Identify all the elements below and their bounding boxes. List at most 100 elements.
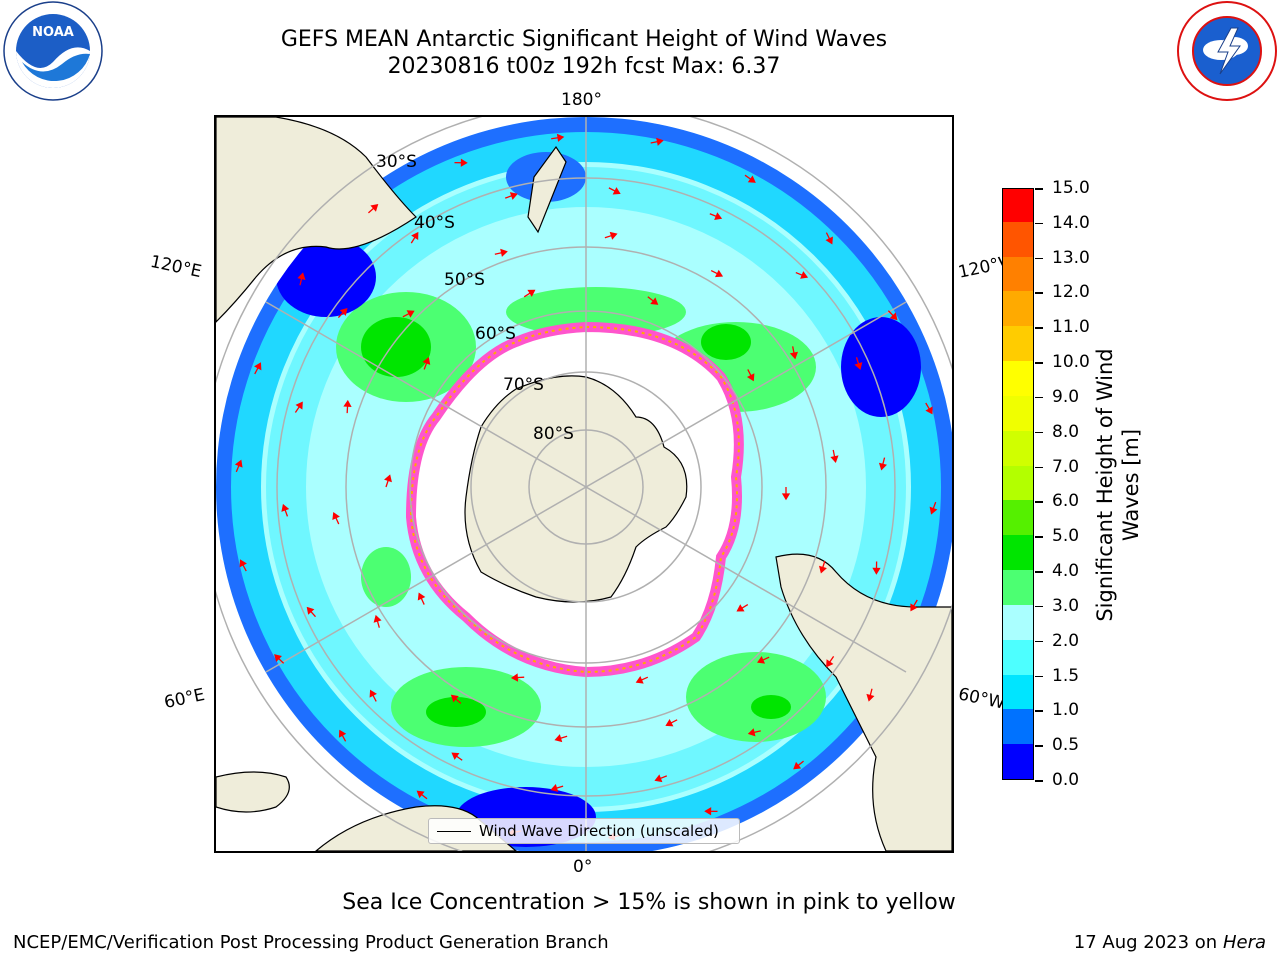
wave-direction-arrowhead — [854, 362, 863, 370]
wave-direction-arrowhead — [612, 187, 621, 195]
wave-direction-arrowhead — [757, 656, 766, 664]
lat-label-40s: 40°S — [414, 213, 455, 233]
wave-direction-arrowhead — [422, 356, 431, 365]
wave-direction-arrowhead — [789, 351, 798, 360]
colorbar-tick-label: 13.0 — [1052, 247, 1090, 268]
colorbar-segment — [1003, 360, 1033, 396]
wave-direction-arrowhead — [872, 567, 881, 575]
colorbar-tick-label: 9.0 — [1052, 386, 1080, 407]
wave-direction-arrowhead — [825, 236, 833, 245]
wave-direction-arrowhead — [373, 614, 382, 623]
wave-direction-arrowhead — [609, 231, 618, 240]
footer-date-text: 17 Aug 2023 on — [1073, 932, 1218, 953]
lon-label-180: 180° — [561, 90, 602, 110]
colorbar-segment — [1003, 395, 1033, 431]
colorbar-tick-label: 14.0 — [1052, 212, 1090, 233]
wave-direction-arrowhead — [736, 604, 745, 612]
colorbar-tick — [1035, 605, 1043, 608]
colorbar-tick-label: 12.0 — [1052, 282, 1090, 303]
colorbar-tick-label: 7.0 — [1052, 456, 1080, 477]
colorbar-segment — [1003, 430, 1033, 466]
colorbar-segment — [1003, 569, 1033, 605]
wave-direction-arrowhead — [370, 203, 379, 212]
wave-direction-arrowhead — [889, 312, 898, 321]
colorbar-segment — [1003, 604, 1033, 640]
footer-producer: NCEP/EMC/Verification Post Processing Pr… — [13, 932, 609, 953]
colorbar-segment — [1003, 499, 1033, 536]
colorbar-segment — [1003, 325, 1033, 362]
wave-direction-arrowhead — [714, 269, 724, 278]
wave-direction-arrowhead — [714, 212, 723, 220]
legend-line-swatch — [437, 831, 471, 832]
wave-direction-arrowhead — [460, 158, 468, 167]
wave-direction-arrowhead — [925, 406, 933, 415]
colorbar-tick-label: 10.0 — [1052, 352, 1090, 373]
wave-direction-arrowhead — [747, 175, 756, 183]
wave-direction-arrowhead — [665, 719, 674, 727]
wave-direction-arrowhead — [510, 673, 519, 682]
lat-label-30s: 30°S — [376, 152, 417, 172]
wave-direction-arrowhead — [254, 362, 262, 371]
colorbar-tick — [1035, 396, 1043, 399]
lon-label-0: 0° — [573, 857, 593, 877]
colorbar-tick — [1035, 675, 1043, 678]
colorbar-segment — [1003, 465, 1033, 501]
colorbar-tick-label: 5.0 — [1052, 526, 1080, 547]
wave-direction-arrowhead — [878, 462, 887, 471]
wave-direction-arrowhead — [306, 606, 315, 615]
colorbar-tick-label: 11.0 — [1052, 317, 1090, 338]
colorbar-segment — [1003, 189, 1033, 222]
wave-direction-arrowhead — [274, 654, 282, 662]
lon-label-60e: 60°E — [162, 684, 207, 714]
noaa-logo-text: NOAA — [32, 25, 74, 40]
wave-direction-arrowhead — [332, 511, 340, 521]
lat-label-60s: 60°S — [475, 324, 516, 344]
wave-direction-arrowhead — [239, 559, 247, 568]
colorbar-tick — [1035, 292, 1043, 294]
wave-direction-arrowhead — [800, 271, 809, 279]
colorbar-tick-label: 1.0 — [1052, 700, 1080, 721]
wave-direction-arrowhead — [411, 231, 419, 240]
colorbar-segment — [1003, 290, 1033, 327]
chart-title: GEFS MEAN Antarctic Significant Height o… — [280, 27, 888, 52]
colorbar-tick — [1035, 710, 1043, 712]
wave-direction-arrowhead — [384, 474, 392, 483]
colorbar-tick-label: 8.0 — [1052, 421, 1080, 442]
colorbar-tick-label: 2.0 — [1052, 630, 1080, 651]
wave-direction-arrowhead — [793, 761, 802, 770]
colorbar — [1002, 188, 1034, 780]
wave-direction-arrowhead — [554, 734, 563, 743]
lat-label-50s: 50°S — [444, 270, 485, 290]
wave-direction-arrowhead — [656, 137, 664, 146]
wave-direction-arrowhead — [450, 694, 459, 703]
wave-direction-arrowhead — [281, 503, 290, 512]
wave-direction-arrowhead — [654, 774, 663, 783]
colorbar-segment — [1003, 639, 1033, 675]
wave-direction-arrowhead — [234, 459, 243, 468]
colorbar-tick — [1035, 571, 1043, 573]
polar-map-canvas — [216, 117, 952, 851]
wave-direction-arrowhead — [826, 659, 834, 668]
wave-direction-arrowhead — [650, 297, 659, 305]
colorbar-tick — [1035, 640, 1043, 643]
colorbar-tick-label: 6.0 — [1052, 491, 1080, 512]
colorbar-tick — [1035, 327, 1043, 329]
colorbar-tick-label: 1.5 — [1052, 665, 1080, 686]
colorbar-tick — [1035, 745, 1043, 747]
colorbar-tick-label: 0.0 — [1052, 770, 1080, 790]
colorbar-segment — [1003, 534, 1033, 571]
map-legend: Wind Wave Direction (unscaled) — [428, 818, 740, 844]
lat-label-80s: 80°S — [533, 424, 574, 444]
wave-direction-arrowhead — [704, 807, 712, 816]
wave-direction-arrowhead — [406, 310, 415, 318]
wave-direction-arrowhead — [818, 565, 827, 574]
lat-label-70s: 70°S — [503, 375, 544, 395]
wave-direction-arrowhead — [338, 729, 347, 738]
wave-height-field — [216, 117, 952, 851]
sea-ice — [405, 321, 744, 678]
wave-direction-arrowhead — [929, 506, 938, 515]
noaa-logo-icon: NOAA — [3, 1, 103, 101]
lon-label-120e: 120°E — [148, 251, 204, 283]
colorbar-tick — [1035, 362, 1043, 364]
wave-direction-arrowhead — [910, 603, 918, 612]
